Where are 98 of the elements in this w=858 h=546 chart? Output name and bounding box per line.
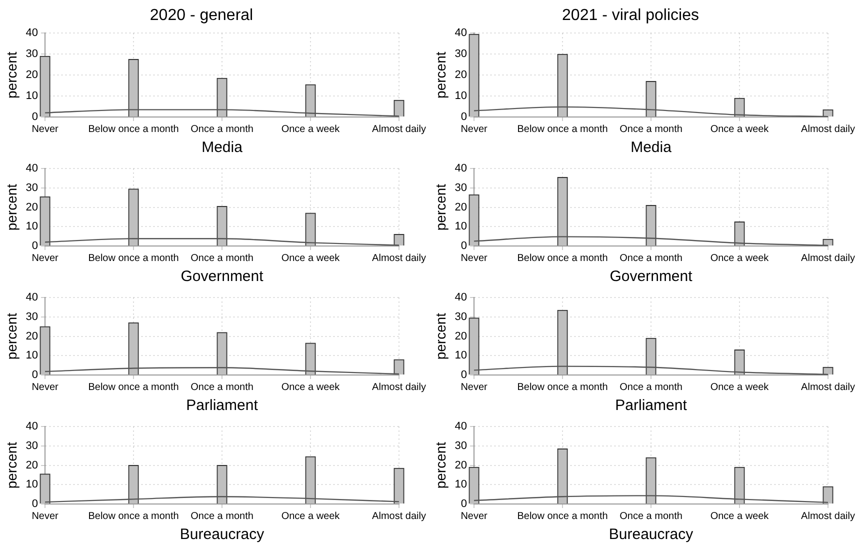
y-tick-label: 10	[26, 478, 38, 491]
x-tick-label: Never	[32, 124, 60, 135]
y-tick-label: 10	[26, 90, 38, 102]
x-tick-label: Once a week	[281, 124, 341, 135]
y-tick-label: 40	[26, 292, 38, 304]
x-tick-label: Almost daily	[801, 124, 855, 135]
y-tick-label: 0	[460, 240, 468, 252]
y-tick-label: 40	[454, 27, 468, 40]
x-tick-label: Once a week	[710, 510, 770, 522]
y-tick-label: 20	[26, 330, 38, 342]
y-tick-label: 30	[454, 182, 468, 194]
y-tick-label: 0	[460, 111, 468, 124]
x-tick-label: Once a month	[190, 510, 254, 522]
y-axis-title: percent	[3, 312, 20, 360]
x-axis-title: Bureaucracy	[180, 526, 265, 544]
x-tick-label: Below once a month	[517, 124, 608, 135]
y-tick-label: 20	[26, 459, 38, 472]
chart-title: 2020 - general	[150, 7, 254, 24]
x-tick-label: Almost daily	[372, 124, 426, 135]
x-tick-label: Once a month	[620, 124, 682, 135]
x-tick-label: Once a week	[281, 382, 341, 393]
y-tick-label: 10	[454, 90, 468, 102]
y-tick-label: 40	[26, 27, 38, 40]
x-tick-label: Once a week	[281, 252, 341, 264]
x-tick-label: Almost daily	[801, 510, 855, 522]
y-tick-label: 20	[454, 459, 468, 472]
y-tick-label: 30	[26, 310, 38, 323]
x-axis-title: Media	[202, 139, 244, 156]
y-tick-label: 40	[454, 420, 468, 433]
y-tick-label: 10	[26, 350, 38, 362]
x-tick-label: Once a week	[710, 252, 770, 264]
y-tick-label: 30	[26, 440, 38, 452]
x-axis-title: Bureaucracy	[608, 526, 694, 544]
y-tick-label: 30	[26, 48, 38, 60]
x-axis-title: Parliament	[186, 397, 259, 414]
y-axis-title: percent	[432, 52, 448, 98]
y-tick-label: 0	[460, 498, 468, 510]
y-axis-title: percent	[3, 442, 20, 489]
y-tick-label: 40	[454, 292, 468, 304]
x-tick-label: Never	[32, 252, 60, 264]
x-tick-label: Once a month	[190, 252, 254, 264]
y-tick-label: 40	[26, 162, 38, 175]
x-axis-title: Media	[630, 139, 672, 156]
y-tick-label: 30	[454, 440, 468, 452]
y-tick-label: 10	[454, 350, 468, 362]
y-axis-title: percent	[432, 312, 448, 360]
x-tick-label: Almost daily	[372, 252, 426, 264]
y-tick-label: 20	[454, 330, 468, 342]
x-tick-label: Never	[32, 510, 60, 522]
y-tick-label: 20	[26, 69, 38, 82]
x-tick-label: Never	[32, 382, 60, 393]
y-tick-label: 30	[26, 182, 38, 194]
y-axis-title: percent	[432, 184, 448, 231]
x-tick-label: Once a week	[710, 124, 770, 135]
x-tick-label: Below once a month	[88, 382, 179, 393]
y-axis-title: percent	[432, 442, 448, 489]
y-tick-label: 0	[460, 369, 468, 382]
x-tick-label: Never	[460, 252, 488, 264]
x-tick-label: Once a week	[281, 510, 341, 522]
y-axis-title: percent	[3, 184, 20, 231]
x-tick-label: Below once a month	[517, 382, 608, 393]
y-tick-label: 0	[32, 498, 38, 510]
x-tick-label: Below once a month	[88, 252, 179, 264]
y-axis-title: percent	[3, 52, 20, 98]
x-tick-label: Once a month	[620, 252, 682, 264]
x-tick-label: Once a week	[710, 382, 770, 393]
x-tick-label: Never	[460, 124, 488, 135]
y-tick-label: 0	[32, 111, 38, 124]
x-tick-label: Once a month	[190, 382, 254, 393]
y-tick-label: 30	[454, 310, 468, 323]
x-tick-label: Almost daily	[801, 382, 855, 393]
y-tick-label: 10	[26, 220, 38, 233]
x-tick-label: Once a month	[190, 124, 254, 135]
x-tick-label: Almost daily	[372, 382, 426, 393]
y-tick-label: 20	[454, 69, 468, 82]
y-tick-label: 10	[454, 478, 468, 491]
x-tick-label: Never	[460, 382, 488, 393]
y-tick-label: 0	[32, 240, 38, 252]
y-tick-label: 20	[26, 201, 38, 214]
x-tick-label: Almost daily	[372, 510, 426, 522]
y-tick-label: 10	[454, 220, 468, 233]
x-tick-label: Never	[460, 510, 488, 522]
x-tick-label: Below once a month	[88, 124, 179, 135]
y-tick-label: 40	[454, 162, 468, 175]
x-tick-label: Below once a month	[88, 510, 179, 522]
x-tick-label: Below once a month	[517, 252, 608, 264]
y-tick-label: 0	[32, 369, 38, 382]
x-tick-label: Below once a month	[517, 510, 608, 522]
x-tick-label: Once a month	[620, 382, 682, 393]
x-axis-title: Parliament	[615, 397, 688, 414]
x-tick-label: Once a month	[620, 510, 682, 522]
y-tick-label: 40	[26, 420, 38, 433]
y-tick-label: 20	[454, 201, 468, 214]
x-axis-title: Government	[180, 268, 264, 286]
x-tick-label: Almost daily	[801, 252, 855, 264]
x-axis-title: Government	[610, 268, 694, 286]
chart-title: 2021 - viral policies	[562, 7, 699, 24]
y-tick-label: 30	[454, 48, 468, 60]
